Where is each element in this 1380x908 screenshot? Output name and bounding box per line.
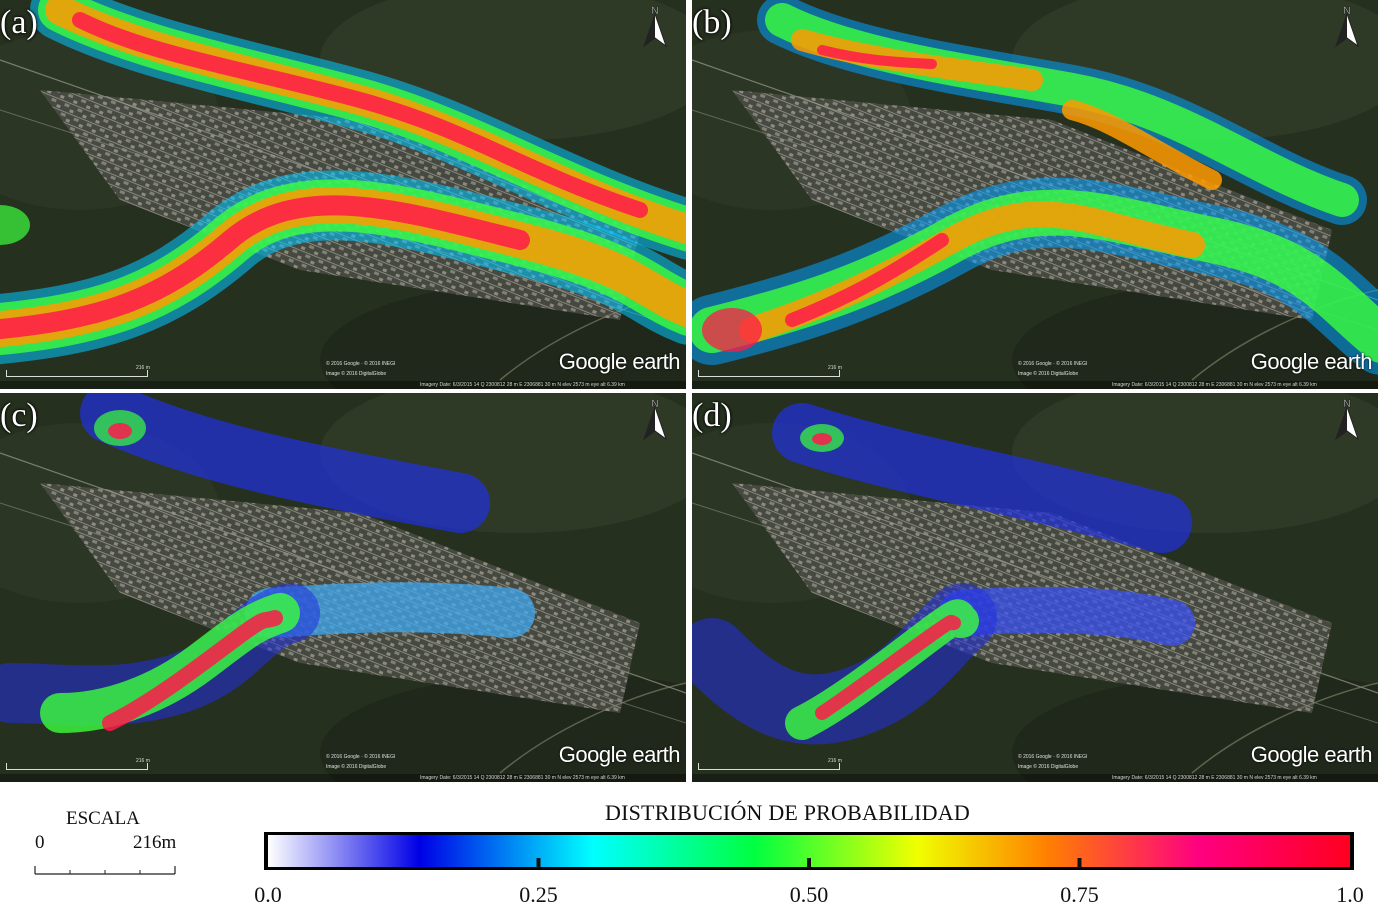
north-letter: N xyxy=(1343,5,1351,17)
legend-tick-label: 1.0 xyxy=(1336,882,1364,907)
imagery-credit: Image © 2016 DigitalGlobe xyxy=(326,371,387,377)
north-arrow-icon: N xyxy=(643,398,667,441)
panel-label: (a) xyxy=(0,4,38,41)
color-ramp-legend xyxy=(264,832,1354,870)
map-image-d xyxy=(692,393,1378,782)
figure-footer: ESCALA 0 216m DISTRIBUCIÓN DE PROBABILID… xyxy=(0,790,1380,907)
scale-title: ESCALA xyxy=(66,808,140,829)
attribution-text: © 2016 Google · © 2016 INEGI xyxy=(1018,754,1088,760)
panel-label: (d) xyxy=(692,397,732,434)
status-text: Imagery Date: 6/3/2015 14 Q 2300812 28 m… xyxy=(420,382,625,388)
north-arrow-icon: N xyxy=(643,5,667,48)
legend-tick-label: 0.25 xyxy=(519,882,558,907)
google-earth-logo: Google earth xyxy=(1250,349,1373,374)
panel-label: (c) xyxy=(0,397,38,434)
status-text: Imagery Date: 6/3/2015 14 Q 2300812 28 m… xyxy=(420,775,625,781)
north-arrow-icon: N xyxy=(1335,5,1359,48)
map-panel-c: (c) N 216 m © 2016 Google · © 2016 INEGI… xyxy=(0,393,686,782)
legend-tick-label: 0.50 xyxy=(789,882,829,907)
map-image-a xyxy=(0,0,686,389)
map-scale-bar xyxy=(6,370,148,377)
map-scale-bar xyxy=(698,370,840,377)
map-scale-text: 216 m xyxy=(828,758,842,764)
legend-tick-label: 0.0 xyxy=(254,882,282,907)
google-earth-logo: Google earth xyxy=(1250,742,1373,767)
north-arrow-icon: N xyxy=(1335,398,1359,441)
scale-start-label: 0 xyxy=(35,832,45,853)
status-bar xyxy=(692,774,1378,782)
map-panel-a: (a) N 216 m © 2016 Google · © 2016 INEGI… xyxy=(0,0,686,389)
map-scale-text: 216 m xyxy=(136,365,150,371)
status-bar xyxy=(692,381,1378,389)
imagery-credit: Image © 2016 DigitalGlobe xyxy=(326,764,387,770)
status-bar xyxy=(0,381,686,389)
north-letter: N xyxy=(1343,398,1351,410)
status-bar xyxy=(0,774,686,782)
map-panel-b: (b) N 216 m © 2016 Google · © 2016 INEGI… xyxy=(692,0,1378,389)
status-text: Imagery Date: 6/3/2015 14 Q 2300812 28 m… xyxy=(1112,775,1317,781)
attribution-text: © 2016 Google · © 2016 INEGI xyxy=(1018,361,1088,367)
scale-end-label: 216m xyxy=(133,832,177,853)
map-scale-text: 216 m xyxy=(828,365,842,371)
attribution-text: © 2016 Google · © 2016 INEGI xyxy=(326,361,396,367)
status-text: Imagery Date: 6/3/2015 14 Q 2300812 28 m… xyxy=(1112,382,1317,388)
map-image-b xyxy=(692,0,1378,389)
map-panel-d: (d) N 216 m © 2016 Google · © 2016 INEGI… xyxy=(692,393,1378,782)
map-scale-text: 216 m xyxy=(136,758,150,764)
north-letter: N xyxy=(651,398,659,410)
panel-label: (b) xyxy=(692,4,732,41)
map-image-c xyxy=(0,393,686,782)
imagery-credit: Image © 2016 DigitalGlobe xyxy=(1018,764,1079,770)
attribution-text: © 2016 Google · © 2016 INEGI xyxy=(326,754,396,760)
north-letter: N xyxy=(651,5,659,17)
google-earth-logo: Google earth xyxy=(558,742,681,767)
legend-tick-mark xyxy=(1077,858,1082,868)
google-earth-logo: Google earth xyxy=(558,349,681,374)
legend-tick-mark xyxy=(807,858,811,868)
map-scale-bar xyxy=(698,763,840,770)
legend-tick-label: 0.75 xyxy=(1060,882,1099,907)
legend-tick-mark xyxy=(536,858,541,868)
scale-bar-graphic xyxy=(34,866,176,875)
legend-title: DISTRIBUCIÓN DE PROBABILIDAD xyxy=(605,800,970,825)
map-scale-bar xyxy=(6,763,148,770)
imagery-credit: Image © 2016 DigitalGlobe xyxy=(1018,371,1079,377)
